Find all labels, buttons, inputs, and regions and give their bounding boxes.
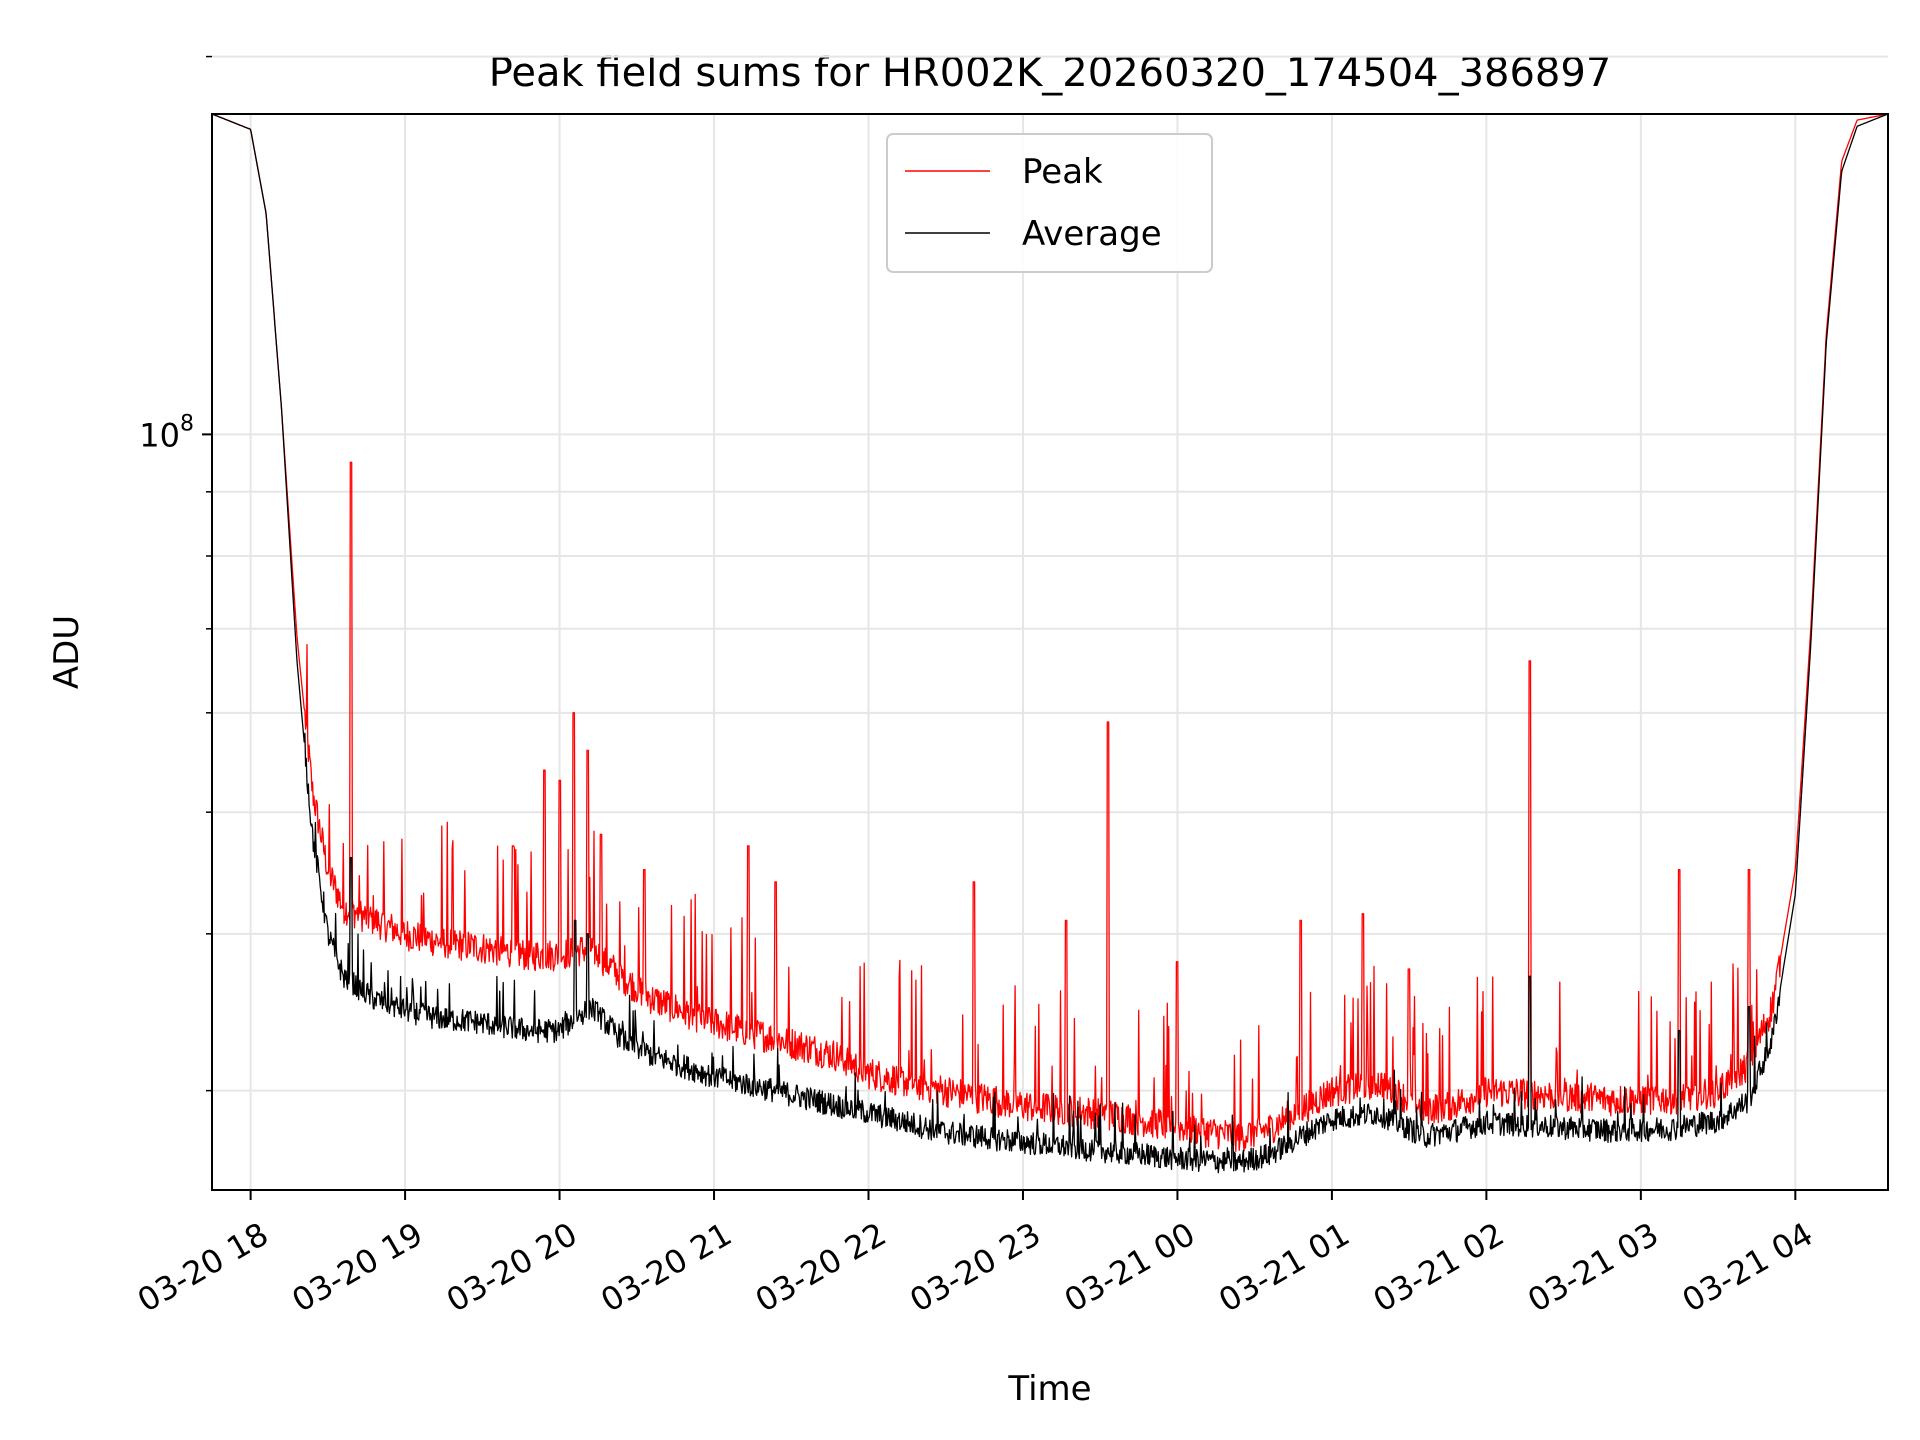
chart-title: Peak field sums for HR002K_20260320_1745… <box>489 50 1612 96</box>
series-line-peak <box>212 114 1888 1152</box>
axes-frame <box>211 113 1889 1191</box>
legend-box <box>886 133 1213 273</box>
plot-area <box>212 114 1888 1174</box>
y-tick-label: 108 <box>139 411 194 454</box>
y-axis-label: ADU <box>47 615 87 689</box>
series-layer <box>212 114 1888 1174</box>
y-axis-ticks: 108 <box>139 55 212 1092</box>
legend-label-average: Average <box>1022 214 1162 254</box>
legend-label-peak: Peak <box>1022 152 1103 192</box>
series-line-average <box>212 114 1888 1174</box>
legend: Peak Average <box>886 133 1213 273</box>
x-axis-label: Time <box>1007 1369 1091 1409</box>
